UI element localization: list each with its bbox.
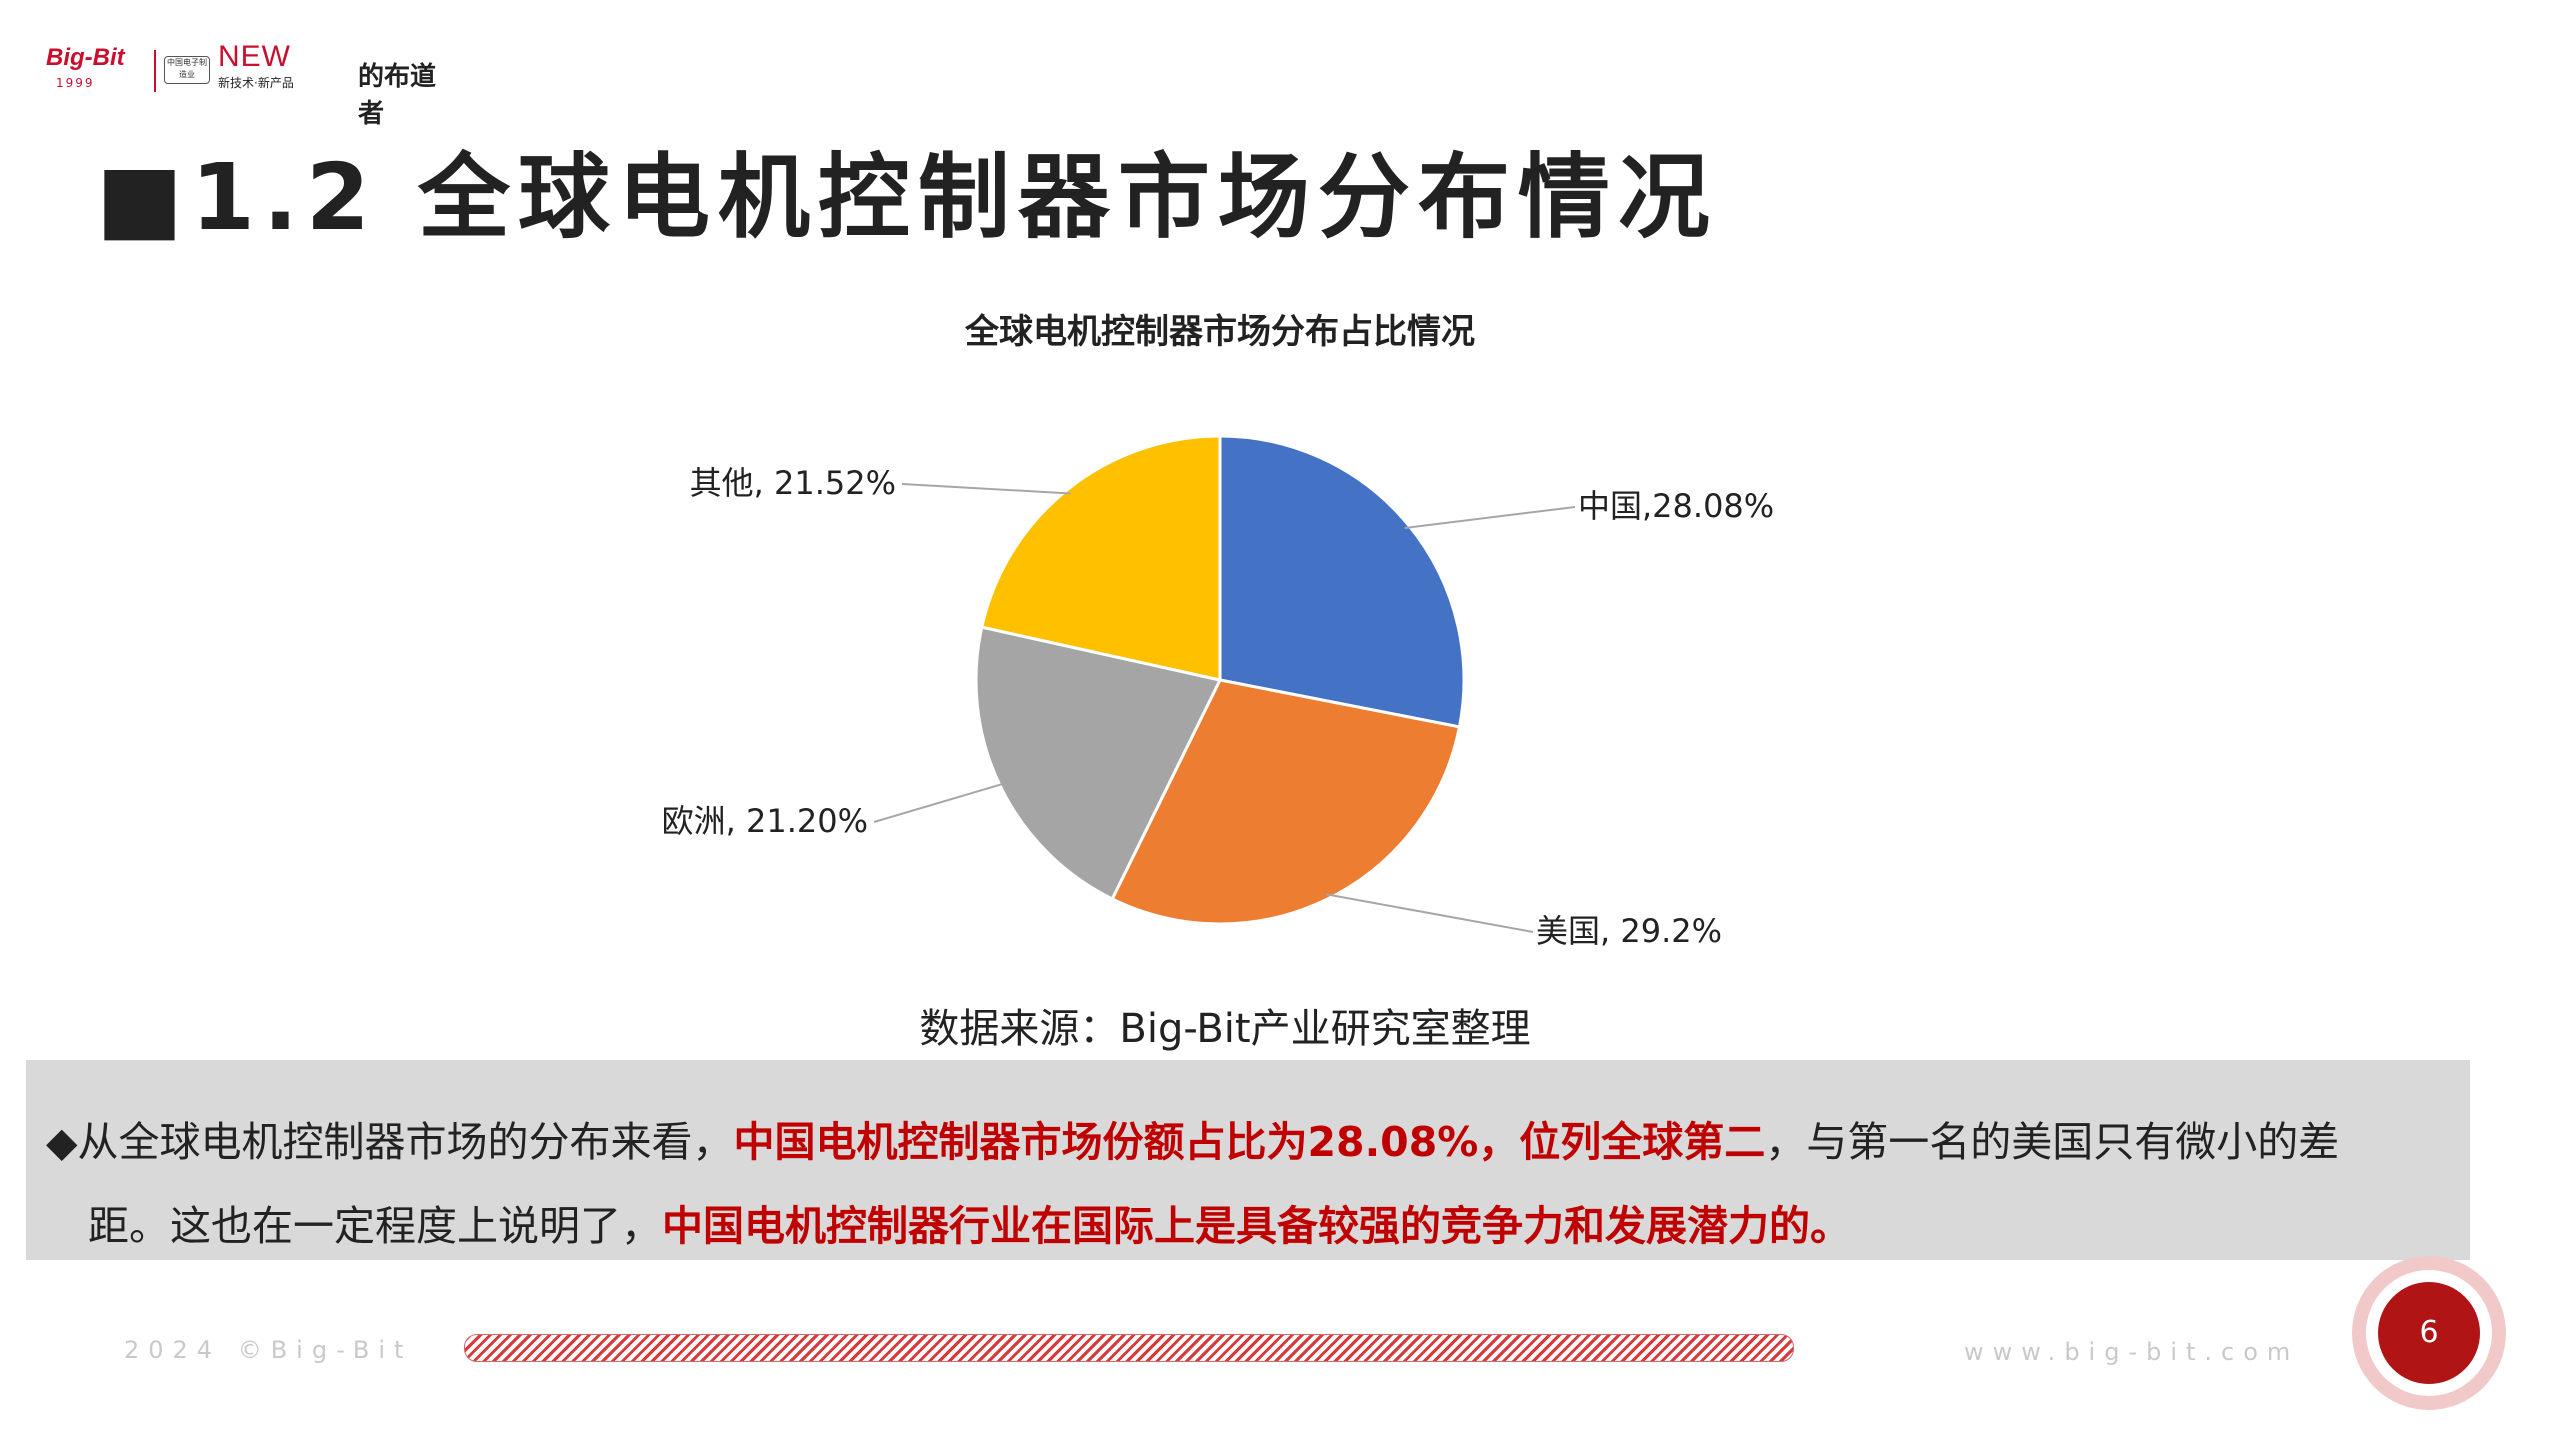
conclusion-text: ，与第一名的美国只有微小的差 (1765, 1118, 2340, 1166)
logo-divider (154, 50, 156, 92)
leader-line-欧洲 (873, 782, 1005, 823)
data-label-中国: 中国,28.08% (1578, 487, 1774, 525)
leader-line-美国 (1325, 893, 1534, 933)
brand-logo: Big-Bit 1999 中国电子制造业 NEW 新技术·新产品 的布道者 (46, 40, 446, 129)
logo-subtitle: 新技术·新产品 (218, 76, 294, 90)
conclusion-text: 距。这也在一定程度上说明了， (88, 1202, 662, 1250)
logo-tagline: 的布道者 (358, 62, 437, 129)
footer-copyright: 2024 ©Big-Bit (124, 1336, 413, 1364)
data-label-其他: 其他, 21.52% (690, 464, 896, 502)
chart-title: 全球电机控制器市场分布占比情况 (964, 312, 1475, 352)
logo-cert-badge: 中国电子制造业 (164, 56, 210, 84)
conclusion-highlight: 中国电机控制器行业在国际上是具备较强的竞争力和发展潜力的。 (662, 1202, 1851, 1250)
logo-bigbit-text: Big-Bit (46, 44, 125, 71)
data-label-美国: 美国, 29.2% (1536, 912, 1722, 950)
logo-new-text: NEW (218, 40, 291, 73)
leader-line-其他 (901, 483, 1071, 495)
logo-year: 1999 (56, 76, 95, 90)
pie-slice-美国 (1110, 678, 1462, 926)
slide-title: ■1.2 全球电机控制器市场分布情况 (96, 144, 1718, 251)
pie-slice-其他 (980, 434, 1222, 682)
data-label-欧洲: 欧洲, 21.20% (662, 802, 868, 840)
page-number-badge: 6 (2352, 1256, 2506, 1410)
conclusion-text: ◆从全球电机控制器市场的分布来看， (46, 1118, 734, 1166)
footer-hatched-bar (464, 1334, 1794, 1362)
conclusion-highlight: 中国电机控制器市场份额占比为28.08%，位列全球第二 (733, 1118, 1766, 1166)
leader-line-中国 (1404, 506, 1576, 530)
footer-website: www.big-bit.com (1964, 1338, 2300, 1366)
data-source-note: 数据来源：Big-Bit产业研究室整理 (919, 1006, 1531, 1052)
conclusion-line-1: ◆从全球电机控制器市场的分布来看，中国电机控制器市场份额占比为28.08%，位列… (46, 1112, 2339, 1172)
page-number: 6 (2378, 1282, 2480, 1384)
pie-chart: 全球电机控制器市场分布占比情况 中国,28.08% 美国, 29.2% 欧洲, 21… (662, 312, 1775, 950)
conclusion-line-2: 距。这也在一定程度上说明了，中国电机控制器行业在国际上是具备较强的竞争力和发展潜… (88, 1196, 1851, 1256)
pie-slice-中国 (1218, 434, 1466, 729)
conclusion-box: ◆从全球电机控制器市场的分布来看，中国电机控制器市场份额占比为28.08%，位列… (26, 1060, 2470, 1260)
